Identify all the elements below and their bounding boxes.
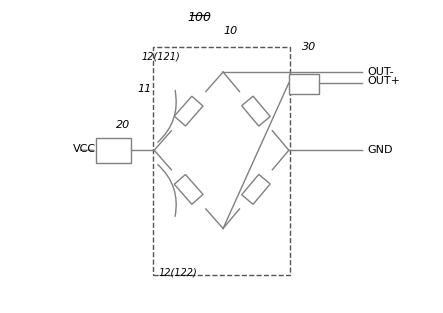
Text: 30: 30	[302, 42, 316, 52]
Text: 10: 10	[223, 26, 237, 36]
Text: 12(122): 12(122)	[158, 268, 197, 278]
Text: 100: 100	[187, 11, 212, 24]
Text: GND: GND	[367, 145, 392, 155]
Text: 11: 11	[138, 84, 152, 94]
Bar	[289, 74, 319, 94]
Text: 12(121): 12(121)	[141, 51, 180, 61]
Bar	[96, 138, 131, 163]
Text: VCC: VCC	[73, 144, 96, 154]
Bar	[153, 47, 290, 275]
Text: OUT+: OUT+	[367, 76, 400, 86]
Text: 20: 20	[116, 120, 130, 130]
Text: OUT-: OUT-	[367, 67, 394, 77]
